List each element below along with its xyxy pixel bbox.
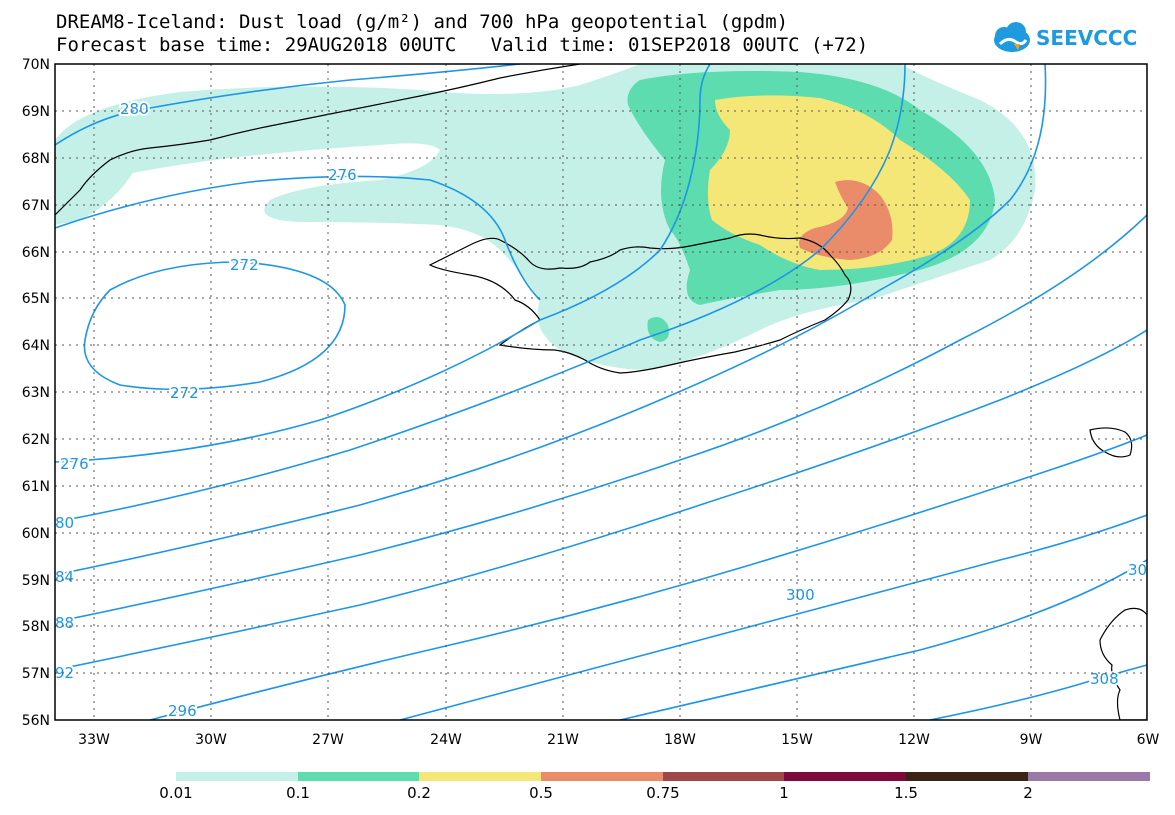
contour-300 (399, 514, 1147, 720)
legend-swatch-1 (298, 772, 419, 781)
lon-label: 21W (547, 732, 579, 748)
lat-label: 64N (22, 338, 50, 354)
lat-label: 62N (22, 432, 50, 448)
contour-280 (55, 64, 906, 523)
contour-label: 92 (55, 664, 74, 682)
contour-label-layer: 280 276 272 272 276 80 84 88 92 296 300 … (53, 98, 1149, 722)
scotland-coastline (1099, 607, 1147, 720)
contour-label: 84 (55, 568, 74, 586)
lon-label: 24W (430, 732, 462, 748)
lat-label: 66N (22, 245, 50, 261)
lat-label: 67N (22, 198, 50, 214)
contour-label: 30 (1128, 561, 1147, 579)
grid-lines (55, 64, 1147, 720)
legend-label: 0.01 (159, 784, 193, 802)
dust-fill-layer (55, 64, 1036, 370)
lat-label: 68N (22, 151, 50, 167)
contour-276 (55, 175, 541, 301)
lat-label: 63N (22, 385, 50, 401)
contour-272 (83, 261, 346, 391)
lon-label: 33W (78, 732, 110, 748)
lon-label: 27W (312, 732, 344, 748)
contour-label: 296 (168, 702, 197, 720)
dust-region-0.01-west (55, 160, 140, 225)
greenland-coastline (55, 64, 581, 216)
lat-label: 61N (22, 479, 50, 495)
contour-label: 280 (120, 100, 149, 118)
contour-label: 276 (60, 455, 89, 473)
iceland-coastline (428, 233, 852, 374)
lon-label: 6W (1137, 732, 1160, 748)
seevccc-logo: SEEVCCC (990, 20, 1140, 56)
contour-label: 308 (1090, 670, 1119, 688)
contour-308 (929, 664, 1147, 720)
contour-276-south (55, 64, 711, 463)
lon-label: 30W (195, 732, 227, 748)
lon-label: 12W (898, 732, 930, 748)
lat-label: 69N (22, 104, 50, 120)
legend-swatch-5 (784, 772, 906, 781)
map-subtitle: Forecast base time: 29AUG2018 00UTC Vali… (56, 34, 869, 56)
contour-284 (55, 64, 1047, 576)
contour-label: 272 (230, 256, 259, 274)
lat-label: 70N (22, 57, 50, 73)
legend-swatch-0 (176, 772, 298, 781)
longitude-labels: 33W 30W 27W 24W 21W 18W 15W 12W 9W 6W (78, 732, 1159, 748)
legend-label: 0.75 (646, 784, 680, 802)
lon-label: 15W (781, 732, 813, 748)
legend-label: 0.1 (286, 784, 310, 802)
contour-304 (619, 559, 1147, 720)
legend-swatch-6 (906, 772, 1028, 781)
contour-296 (149, 434, 1147, 720)
contour-label: 88 (55, 614, 74, 632)
lat-label: 57N (22, 666, 50, 682)
dust-region-0.5 (799, 180, 893, 260)
lat-label: 60N (22, 526, 50, 542)
geopotential-contours (55, 64, 1147, 720)
faroe-coastline (1089, 427, 1133, 458)
lat-label: 65N (22, 291, 50, 307)
contour-292 (55, 329, 1147, 671)
lat-label: 59N (22, 573, 50, 589)
latitude-labels: 70N 69N 68N 67N 66N 65N 64N 63N 62N 61N … (22, 57, 50, 729)
contour-label: 276 (328, 166, 357, 184)
legend-label: 2 (1023, 784, 1033, 802)
legend-label: 0.2 (407, 784, 431, 802)
legend-label: 1 (779, 784, 789, 802)
logo-text: SEEVCCC (1036, 26, 1138, 50)
legend-swatch-7 (1028, 772, 1150, 781)
cloud-icon (994, 22, 1030, 52)
lat-label: 58N (22, 619, 50, 635)
coastline-layer (55, 64, 1147, 720)
contour-label: 272 (170, 384, 199, 402)
lon-label: 18W (664, 732, 696, 748)
contour-label: 80 (55, 514, 74, 532)
contour-label: 300 (786, 586, 815, 604)
lon-label: 9W (1020, 732, 1043, 748)
legend-swatch-3 (541, 772, 663, 781)
map-frame (54, 63, 1148, 721)
map-title: DREAM8-Iceland: Dust load (g/m²) and 700… (56, 11, 789, 33)
lat-label: 56N (22, 713, 50, 729)
legend-label: 0.5 (529, 784, 553, 802)
legend-swatch-4 (663, 772, 784, 781)
contour-288 (55, 214, 1147, 623)
legend-swatch-2 (419, 772, 541, 781)
legend-label: 1.5 (894, 784, 918, 802)
